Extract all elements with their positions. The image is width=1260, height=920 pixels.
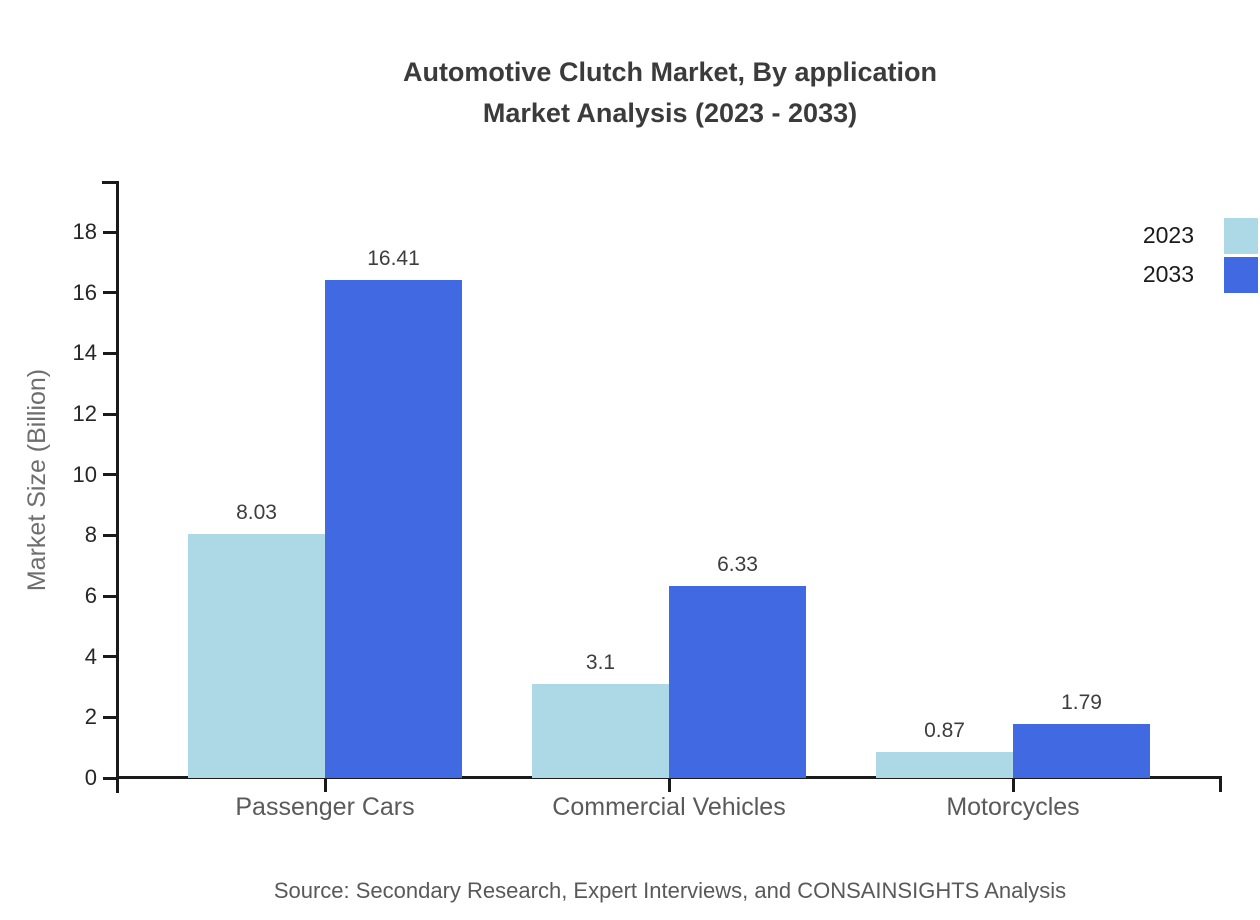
x-tick-mark — [323, 776, 327, 792]
y-tick-label: 18 — [72, 219, 97, 244]
y-axis-line — [116, 181, 119, 793]
y-tick-label: 14 — [72, 340, 97, 366]
x-category-label-commercial-vehicles: Commercial Vehicles — [552, 793, 786, 821]
bar-2023-commercial-vehicles — [532, 683, 669, 778]
y-axis-endcap — [102, 181, 116, 184]
bar-value-label: 0.87 — [924, 718, 965, 742]
x-category-label-passenger-cars: Passenger Cars — [235, 793, 415, 821]
legend-label-2023: 2023 — [1142, 222, 1194, 248]
y-tick-mark — [103, 412, 117, 416]
legend-item-2033: 2033 — [1143, 256, 1258, 293]
bar-2033-motorcycles — [1013, 723, 1150, 778]
y-tick-label: 12 — [72, 401, 97, 426]
y-tick-mark — [103, 715, 117, 719]
legend: 2023 2033 — [1143, 217, 1258, 293]
y-tick-mark — [103, 473, 117, 477]
bar-value-label: 16.41 — [367, 247, 420, 271]
bar-2023-motorcycles — [876, 751, 1013, 778]
y-tick-mark — [103, 533, 117, 537]
y-tick-mark — [103, 655, 117, 659]
y-tick-mark — [103, 351, 117, 355]
chart-title-line2: Market Analysis (2023 - 2033) — [482, 98, 858, 128]
legend-label-2033: 2033 — [1142, 261, 1194, 287]
y-tick-label: 4 — [84, 643, 97, 669]
source-note: Source: Secondary Research, Expert Inter… — [273, 878, 1067, 903]
y-tick-label: 0 — [84, 765, 97, 790]
y-tick-label: 6 — [84, 583, 97, 608]
bar-value-label: 8.03 — [236, 501, 277, 525]
y-tick-mark — [103, 594, 117, 598]
chart-title: Automotive Clutch Market, By application… — [80, 52, 1260, 134]
y-tick-mark — [103, 776, 117, 780]
x-tick-mark — [1011, 776, 1015, 792]
bar-value-label: 3.1 — [585, 650, 616, 674]
bar-2023-passenger-cars — [188, 534, 325, 778]
chart-title-line1: Automotive Clutch Market, By application — [402, 57, 938, 87]
y-tick-label: 16 — [72, 279, 97, 305]
x-axis-endcap — [1219, 776, 1222, 792]
y-tick-mark — [103, 291, 117, 295]
x-tick-mark — [667, 776, 671, 792]
legend-swatch-2033 — [1224, 256, 1258, 293]
y-tick-label: 2 — [84, 704, 97, 730]
legend-item-2023: 2023 — [1143, 217, 1258, 254]
y-tick-label: 8 — [84, 522, 97, 548]
y-tick-label: 10 — [72, 461, 97, 487]
bar-2033-commercial-vehicles — [669, 585, 806, 778]
bar-value-label: 6.33 — [717, 552, 758, 576]
x-category-label-motorcycles: Motorcycles — [946, 793, 1080, 821]
legend-swatch-2023 — [1224, 217, 1258, 254]
bar-value-label: 1.79 — [1061, 690, 1102, 714]
y-tick-mark — [103, 230, 117, 234]
bar-2033-passenger-cars — [325, 280, 462, 778]
